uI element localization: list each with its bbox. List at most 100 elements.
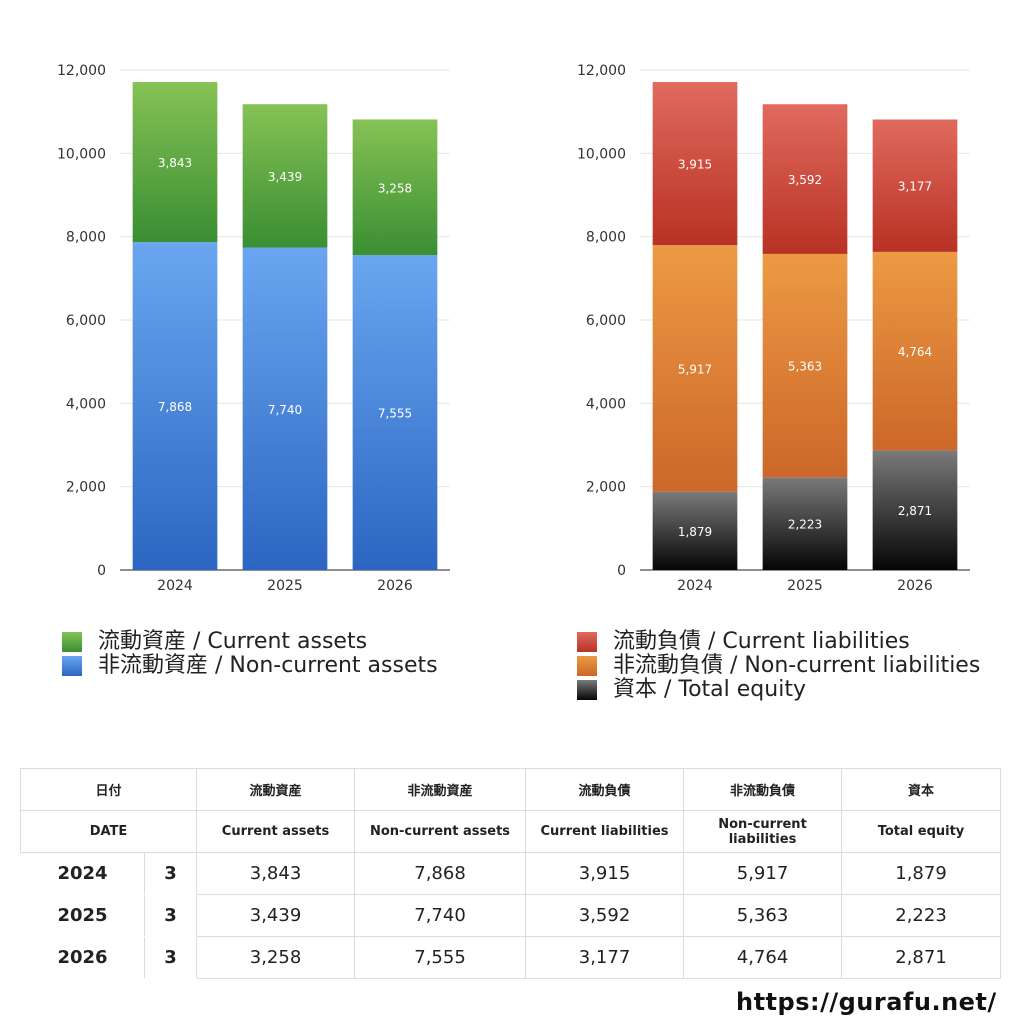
legend-label: 流動負債 / Current liabilities bbox=[613, 629, 910, 654]
bar-segment bbox=[242, 104, 328, 248]
legend-swatch bbox=[62, 632, 82, 652]
bar-value-label: 7,868 bbox=[158, 400, 192, 414]
y-tick-label: 4,000 bbox=[586, 396, 626, 412]
header-cell: Non-current assets bbox=[354, 810, 527, 853]
value-cell: 2,871 bbox=[841, 936, 1002, 979]
bar-value-label: 2,871 bbox=[898, 504, 932, 518]
bar-value-label: 5,363 bbox=[788, 360, 822, 374]
bar-segment bbox=[762, 477, 848, 570]
value-cell: 5,363 bbox=[683, 894, 843, 937]
data-table: 日付 流動資産 非流動資産 流動負債 非流動負債 資本 DATE Current… bbox=[19, 768, 1002, 979]
bar-value-label: 4,764 bbox=[898, 345, 932, 359]
table-row: 2025 3 3,439 7,740 3,592 5,363 2,223 bbox=[20, 894, 1002, 937]
bar-segment bbox=[352, 119, 438, 256]
value-cell: 4,764 bbox=[683, 936, 843, 979]
header-cell: Total equity bbox=[841, 810, 1002, 853]
header-cell: DATE bbox=[19, 810, 198, 853]
y-tick-label: 12,000 bbox=[577, 63, 626, 79]
header-cell: Current assets bbox=[196, 810, 356, 853]
header-cell: 流動負債 bbox=[525, 768, 685, 811]
bar-value-label: 2,223 bbox=[788, 518, 822, 532]
table-header-en: DATE Current assets Non-current assets C… bbox=[19, 810, 1002, 853]
bar-segment bbox=[872, 251, 958, 451]
bar-value-label: 3,843 bbox=[158, 156, 192, 170]
bar-segment bbox=[132, 242, 218, 570]
year-cell: 2026 bbox=[20, 936, 145, 979]
legend-item-non-current-liabilities: 非流動負債 / Non-current liabilities bbox=[577, 654, 980, 678]
value-cell: 3,915 bbox=[525, 852, 685, 895]
y-tick-label: 10,000 bbox=[57, 146, 106, 162]
header-cell: 非流動資産 bbox=[354, 768, 527, 811]
bar-value-label: 3,439 bbox=[268, 170, 302, 184]
y-tick-label: 8,000 bbox=[66, 230, 106, 246]
bar-value-label: 3,915 bbox=[678, 158, 712, 172]
table-row: 2026 3 3,258 7,555 3,177 4,764 2,871 bbox=[20, 936, 1002, 979]
header-cell: 非流動負債 bbox=[683, 768, 843, 811]
y-tick-label: 12,000 bbox=[57, 63, 106, 79]
bar-value-label: 7,740 bbox=[268, 403, 302, 417]
y-tick-label: 2,000 bbox=[586, 480, 626, 496]
x-tick-label: 2026 bbox=[897, 578, 933, 594]
table-header-jp: 日付 流動資産 非流動資産 流動負債 非流動負債 資本 bbox=[19, 768, 1002, 811]
y-tick-label: 8,000 bbox=[586, 230, 626, 246]
value-cell: 3,439 bbox=[196, 894, 356, 937]
y-tick-label: 10,000 bbox=[577, 146, 626, 162]
year-cell: 2025 bbox=[20, 894, 145, 937]
x-tick-label: 2026 bbox=[377, 578, 413, 594]
assets-chart: 0 2,000 4,000 6,000 8,000 10,000 12,000 7,868 3,… bbox=[57, 63, 450, 594]
legend-item-current-liabilities: 流動負債 / Current liabilities bbox=[577, 630, 980, 654]
y-tick-label: 0 bbox=[617, 563, 626, 579]
x-tick-label: 2024 bbox=[677, 578, 713, 594]
value-cell: 3,177 bbox=[525, 936, 685, 979]
header-cell: Non-current liabilities bbox=[683, 810, 843, 853]
y-tick-label: 6,000 bbox=[66, 313, 106, 329]
y-tick-label: 0 bbox=[97, 563, 106, 579]
bar-segment bbox=[132, 82, 218, 243]
header-cell: 日付 bbox=[19, 768, 198, 811]
month-cell: 3 bbox=[143, 894, 198, 937]
value-cell: 7,868 bbox=[354, 852, 527, 895]
bar-value-label: 3,177 bbox=[898, 180, 932, 194]
value-cell: 1,879 bbox=[841, 852, 1002, 895]
bar-segment bbox=[652, 82, 738, 246]
legend-item-current-assets: 流動資産 / Current assets bbox=[62, 630, 438, 654]
month-cell: 3 bbox=[143, 852, 198, 895]
site-url: https://gurafu.net/ bbox=[736, 988, 997, 1016]
bar-value-label: 1,879 bbox=[678, 525, 712, 539]
bar-value-label: 3,592 bbox=[788, 173, 822, 187]
bar-value-label: 3,258 bbox=[378, 181, 412, 195]
bar-segment bbox=[762, 104, 848, 254]
value-cell: 2,223 bbox=[841, 894, 1002, 937]
bar-value-label: 7,555 bbox=[378, 407, 412, 421]
y-tick-label: 6,000 bbox=[586, 313, 626, 329]
value-cell: 5,917 bbox=[683, 852, 843, 895]
bar-segment bbox=[872, 450, 958, 570]
table-row: 2024 3 3,843 7,868 3,915 5,917 1,879 bbox=[20, 852, 1002, 895]
legend-swatch bbox=[62, 656, 82, 676]
x-tick-label: 2025 bbox=[787, 578, 823, 594]
bar-segment bbox=[242, 247, 328, 570]
value-cell: 7,555 bbox=[354, 936, 527, 979]
legend-label: 非流動資産 / Non-current assets bbox=[98, 653, 438, 678]
header-cell: 流動資産 bbox=[196, 768, 356, 811]
legend-label: 資本 / Total equity bbox=[613, 677, 806, 702]
legend-label: 流動資産 / Current assets bbox=[98, 629, 368, 654]
legend-swatch bbox=[577, 656, 597, 676]
year-cell: 2024 bbox=[20, 852, 145, 895]
value-cell: 3,258 bbox=[196, 936, 356, 979]
bar-segment bbox=[762, 253, 848, 478]
liabilities-legend: 流動負債 / Current liabilities 非流動負債 / Non-c… bbox=[577, 630, 980, 702]
bar-segment bbox=[872, 119, 958, 252]
legend-swatch bbox=[577, 680, 597, 700]
value-cell: 3,592 bbox=[525, 894, 685, 937]
value-cell: 3,843 bbox=[196, 852, 356, 895]
legend-swatch bbox=[577, 632, 597, 652]
legend-label: 非流動負債 / Non-current liabilities bbox=[613, 653, 981, 678]
legend-item-total-equity: 資本 / Total equity bbox=[577, 678, 980, 702]
bar-segment bbox=[652, 491, 738, 570]
bar-segment bbox=[652, 245, 738, 492]
x-tick-label: 2025 bbox=[267, 578, 303, 594]
y-tick-label: 2,000 bbox=[66, 480, 106, 496]
header-cell: 資本 bbox=[841, 768, 1002, 811]
legend-item-non-current-assets: 非流動資産 / Non-current assets bbox=[62, 654, 438, 678]
